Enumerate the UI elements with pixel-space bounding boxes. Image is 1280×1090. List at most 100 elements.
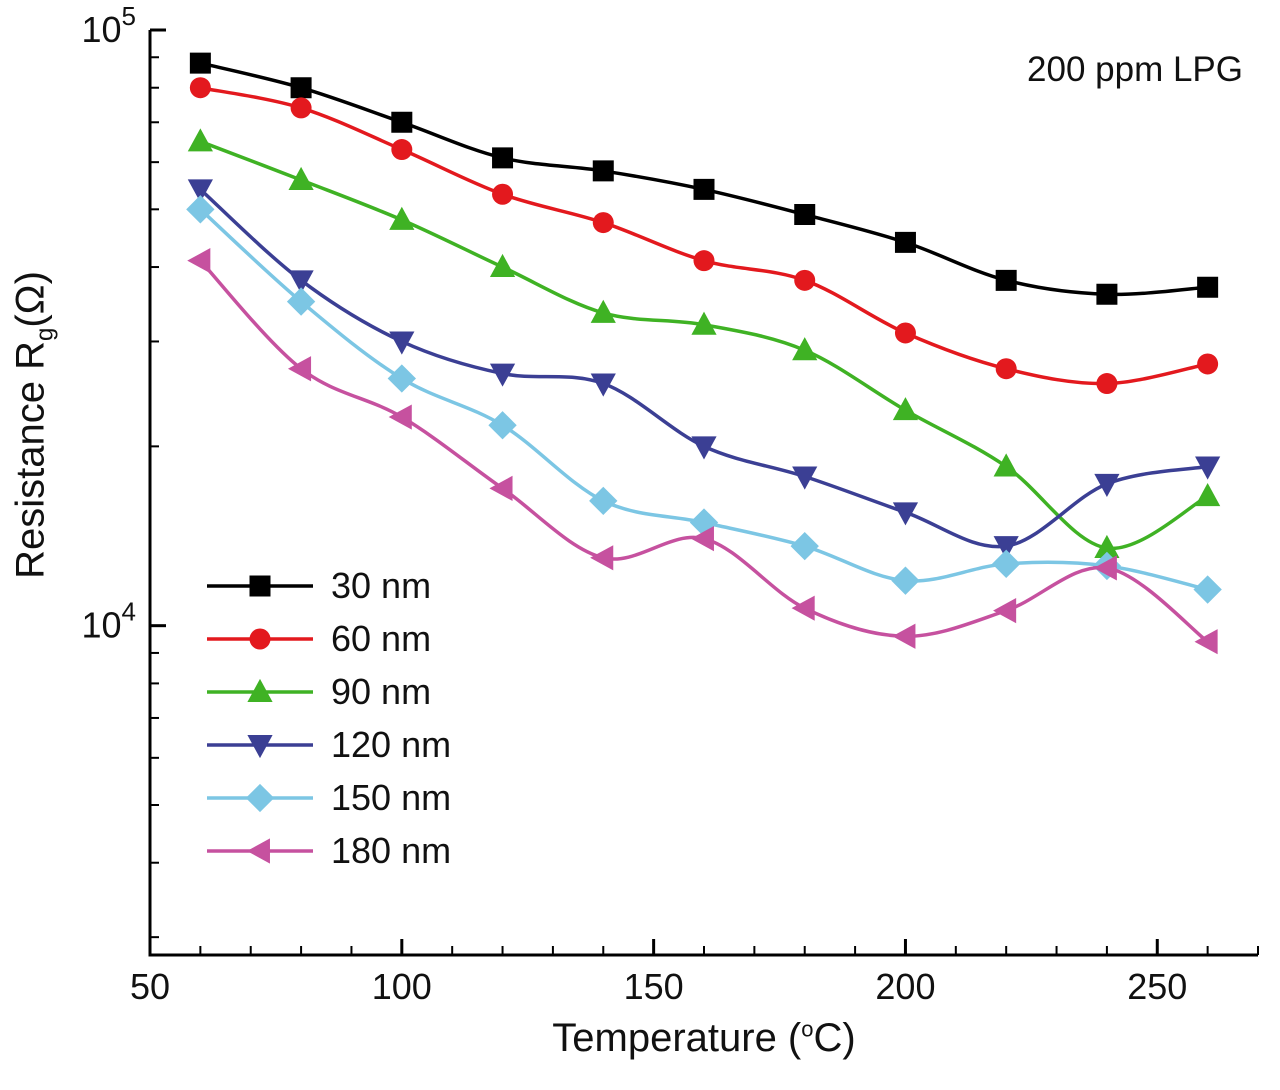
data-point-marker (794, 269, 816, 291)
data-point-marker (691, 311, 717, 335)
data-point-marker (290, 77, 312, 99)
legend-label: 150 nm (331, 776, 452, 818)
series-60-nm (189, 77, 1219, 395)
data-point-marker (489, 475, 513, 502)
data-point-marker (590, 545, 614, 571)
data-point-marker (187, 179, 213, 203)
legend-label: 120 nm (331, 723, 452, 765)
data-point-marker (993, 536, 1019, 560)
data-point-marker (286, 287, 316, 316)
data-point-marker (892, 623, 916, 649)
data-point-marker (247, 734, 273, 758)
series-120-nm (187, 179, 1221, 560)
data-point-marker (187, 128, 213, 152)
data-point-marker (791, 595, 815, 621)
legend-marker-swatch (207, 734, 313, 758)
x-tick-label: 100 (372, 966, 432, 1007)
data-point-marker (993, 453, 1019, 477)
y-tick-label: 104 (81, 597, 136, 646)
data-point-marker (894, 231, 916, 253)
data-point-marker (187, 248, 211, 274)
data-point-marker (992, 549, 1021, 579)
data-point-marker (1195, 456, 1221, 480)
legend-item-90-nm: 90 nm (205, 670, 451, 713)
data-point-marker (1197, 353, 1219, 375)
data-point-marker (995, 358, 1017, 380)
data-point-marker (894, 322, 916, 344)
legend-item-60-nm: 60 nm (205, 617, 451, 660)
x-tick-label: 250 (1127, 966, 1187, 1007)
data-point-marker (1195, 483, 1221, 507)
series-line (198, 85, 1210, 386)
x-axis-title-text: Temperature ( (552, 1016, 802, 1060)
legend-marker-swatch (207, 837, 313, 864)
data-point-marker (288, 270, 314, 294)
data-point-marker (693, 178, 715, 200)
chart-annotation: 200 ppm LPG (1027, 50, 1243, 89)
data-point-marker (690, 526, 714, 552)
series-line (198, 187, 1210, 549)
data-point-marker (993, 598, 1017, 624)
y-axis-title: Resistance Rg(Ω) (9, 271, 60, 579)
data-point-marker (590, 373, 616, 397)
legend-marker-swatch (207, 783, 313, 812)
data-point-marker (389, 331, 415, 355)
data-point-marker (1096, 373, 1118, 395)
data-point-marker (189, 52, 211, 74)
data-point-marker (792, 337, 818, 361)
data-point-marker (249, 628, 271, 649)
legend-item-120-nm: 120 nm (205, 723, 451, 766)
data-point-marker (1094, 473, 1120, 498)
data-point-marker (1193, 575, 1222, 604)
x-axis-title: Temperature (oC) (150, 1016, 1258, 1061)
x-axis-title-sup: o (801, 1016, 814, 1042)
data-point-marker (391, 111, 413, 133)
data-point-marker (1197, 276, 1219, 298)
legend-item-30-nm: 30 nm (205, 564, 451, 607)
data-point-marker (590, 299, 616, 323)
data-point-marker (186, 195, 215, 224)
legend-label: 60 nm (331, 617, 432, 659)
data-point-marker (691, 436, 717, 460)
legend-marker-swatch (207, 575, 313, 596)
data-point-marker (891, 566, 920, 595)
x-axis-title-suffix: C) (813, 1016, 856, 1060)
data-point-marker (249, 575, 271, 596)
data-point-marker (246, 837, 270, 864)
data-point-marker (1096, 283, 1118, 305)
data-point-marker (790, 531, 819, 561)
data-point-marker (892, 502, 919, 526)
data-point-marker (892, 397, 919, 421)
data-point-marker (1093, 555, 1117, 581)
data-point-marker (247, 678, 273, 702)
data-point-marker (794, 204, 816, 226)
data-point-marker (592, 160, 614, 182)
data-point-marker (589, 486, 618, 516)
x-tick-label: 50 (130, 966, 170, 1007)
data-point-marker (245, 783, 275, 812)
data-point-marker (387, 364, 416, 393)
y-tick-label: 105 (81, 1, 136, 50)
legend-marker-swatch (207, 628, 313, 649)
chart-legend: 30 nm 60 nm 90 nm 120 nm 150 nm 180 nm (205, 564, 451, 872)
data-point-marker (288, 166, 314, 190)
data-point-marker (290, 97, 312, 119)
series-180-nm (187, 248, 1218, 655)
data-point-marker (489, 363, 516, 387)
data-point-marker (388, 404, 412, 430)
legend-marker-swatch (207, 678, 313, 702)
data-point-marker (489, 253, 516, 278)
y-axis-title-suffix: (Ω) (8, 271, 53, 328)
y-axis-title-sub: g (31, 327, 59, 342)
data-point-marker (391, 139, 413, 161)
legend-label: 90 nm (331, 670, 432, 712)
x-tick-label: 200 (875, 966, 935, 1007)
data-point-marker (189, 77, 211, 99)
data-point-marker (792, 466, 818, 490)
data-point-marker (488, 411, 517, 440)
data-point-marker (389, 206, 415, 230)
data-point-marker (492, 183, 514, 205)
legend-item-180-nm: 180 nm (205, 829, 451, 872)
